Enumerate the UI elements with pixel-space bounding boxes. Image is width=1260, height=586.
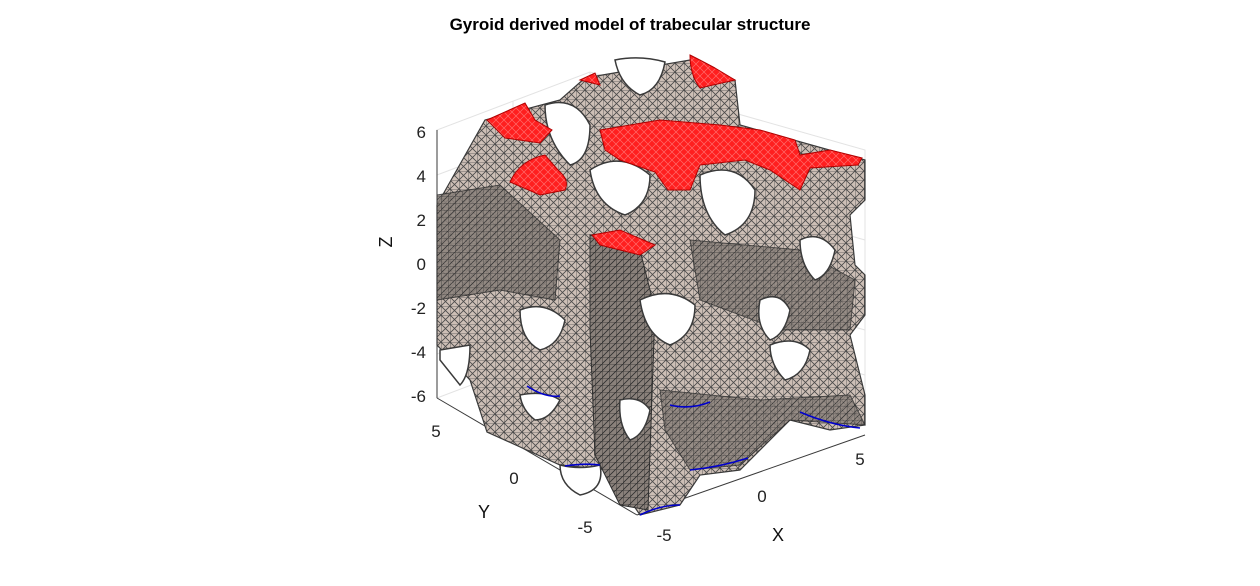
- gyroid-mesh: [436, 54, 866, 516]
- x-tick-label: 0: [757, 487, 766, 506]
- x-tick-label: -5: [656, 526, 671, 545]
- z-tick-label: -2: [411, 299, 426, 318]
- gyroid-shadow-left: [436, 184, 561, 301]
- z-axis-label: Z: [376, 237, 396, 248]
- y-tick-label: 0: [509, 469, 518, 488]
- z-tick-label: -6: [411, 387, 426, 406]
- figure-title: Gyroid derived model of trabecular struc…: [449, 15, 811, 34]
- y-axis: 5 0 -5 Y: [431, 422, 592, 537]
- z-tick-label: 6: [417, 123, 426, 142]
- gyroid-shadow-bottom: [659, 389, 866, 471]
- z-tick-label: 2: [417, 211, 426, 230]
- z-tick-label: 4: [417, 167, 426, 186]
- x-axis-label: X: [772, 525, 784, 545]
- z-axis: 6 4 2 0 -2 -4 -6 Z: [376, 123, 426, 406]
- z-tick-label: -4: [411, 343, 426, 362]
- bottom-cut-edges: [526, 385, 861, 516]
- top-cap-faces: [486, 54, 863, 256]
- gyroid-pores: [439, 57, 836, 496]
- y-tick-label: -5: [577, 518, 592, 537]
- gyroid-shadow-front: [589, 234, 656, 511]
- x-tick-label: 5: [855, 450, 864, 469]
- y-axis-label: Y: [478, 502, 490, 522]
- z-tick-label: 0: [417, 255, 426, 274]
- y-tick-label: 5: [431, 422, 440, 441]
- x-axis: -5 0 5 X: [656, 450, 864, 545]
